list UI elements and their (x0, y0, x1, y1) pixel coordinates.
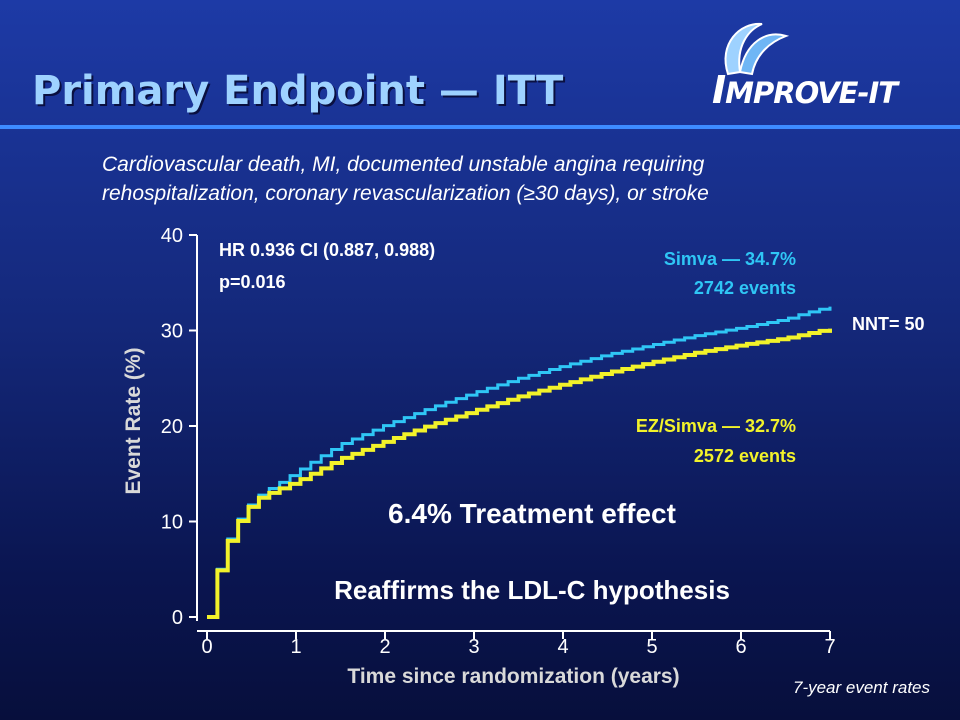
y-tick-label: 40 (161, 225, 183, 247)
series-line-ezsimva (207, 328, 832, 619)
x-tick-label: 1 (290, 636, 301, 658)
y-axis-title: Event Rate (%) (122, 347, 145, 494)
y-tick-label: 20 (161, 416, 183, 438)
treatment-effect-label: 6.4% Treatment effect (388, 498, 676, 529)
x-tick-label: 7 (824, 636, 835, 658)
logo-swoosh-icon (724, 22, 790, 76)
x-tick-label: 5 (646, 636, 657, 658)
footnote: 7-year event rates (792, 678, 930, 697)
chart-curves (207, 306, 832, 619)
chart-axes: 0 10 20 30 40 0 1 2 3 4 5 6 7 Time since randomizatio… (122, 225, 836, 688)
x-tick-label: 2 (379, 636, 390, 658)
series-line-simva (207, 306, 832, 619)
y-tick-label: 10 (161, 512, 183, 534)
simva-legend-label: Simva — 34.7% (664, 249, 796, 269)
endpoint-definition-line-1: Cardiovascular death, MI, documented uns… (102, 153, 705, 176)
endpoint-definition: Cardiovascular death, MI, documented uns… (102, 150, 902, 208)
hazard-ratio-label: HR 0.936 CI (0.887, 0.988) (219, 240, 435, 260)
x-tick-label: 3 (468, 636, 479, 658)
y-tick-label: 0 (172, 607, 183, 629)
x-tick-label: 6 (735, 636, 746, 658)
x-tick-label: 4 (557, 636, 568, 658)
title-underline (0, 125, 960, 129)
x-tick-label: 0 (201, 636, 212, 658)
ezsimva-legend-label: EZ/Simva — 32.7% (636, 416, 796, 436)
ezsimva-events-label: 2572 events (694, 446, 796, 466)
logo-rest: MPROVE-IT (725, 76, 898, 110)
p-value-label: p=0.016 (219, 272, 286, 292)
hypothesis-label: Reaffirms the LDL-C hypothesis (334, 575, 730, 605)
y-tick-label: 30 (161, 321, 183, 343)
logo-initial: I (712, 68, 726, 112)
chart-labels: HR 0.936 CI (0.887, 0.988) p=0.016 NNT= 50… (219, 240, 925, 605)
logo-wordmark: IMPROVE-IT (712, 68, 898, 112)
nnt-label: NNT= 50 (852, 314, 925, 334)
slide-title: Primary Endpoint — ITT (32, 68, 564, 114)
simva-events-label: 2742 events (694, 278, 796, 298)
endpoint-definition-line-2: rehospitalization, coronary revasculariz… (102, 182, 709, 205)
x-axis-title: Time since randomization (years) (347, 665, 679, 688)
